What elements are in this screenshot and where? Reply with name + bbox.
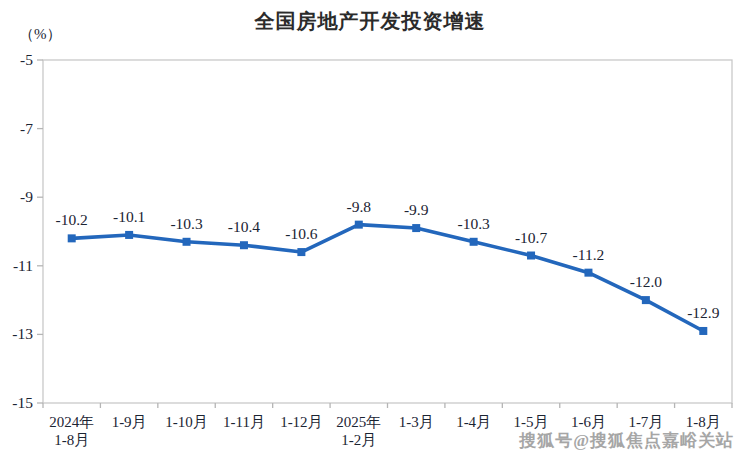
data-point-label: -10.6 <box>285 225 318 242</box>
x-axis-category-label: 2025年1-2月 <box>336 414 381 448</box>
x-axis-category-label: 2024年1-8月 <box>49 414 94 448</box>
x-axis-category-label: 1-11月 <box>223 414 265 430</box>
x-axis-category-label: 1-12月 <box>280 414 323 430</box>
data-point-marker <box>699 327 707 335</box>
data-point-label: -9.9 <box>404 201 429 218</box>
data-point-marker <box>642 296 650 304</box>
data-point-marker <box>355 221 363 229</box>
data-point-marker <box>125 231 133 239</box>
x-axis-category-label: 1-8月 <box>686 414 721 430</box>
x-axis-category-label: 1-3月 <box>399 414 434 430</box>
y-axis-tick-label: -5 <box>20 51 33 68</box>
x-axis-category-label: 1-6月 <box>571 414 606 430</box>
watermark-text: 搜狐号@搜狐焦点嘉峪关站 <box>519 429 734 452</box>
data-point-marker <box>527 252 535 260</box>
data-point-marker <box>470 238 478 246</box>
data-point-label: -12.0 <box>630 273 663 290</box>
chart-page: 全国房地产开发投资增速 （%） -5-7-9-11-13-152024年1-8月… <box>0 0 740 455</box>
data-point-marker <box>297 248 305 256</box>
data-point-label: -10.7 <box>515 229 548 246</box>
x-axis-category-label: 1-9月 <box>112 414 147 430</box>
data-point-marker <box>412 224 420 232</box>
data-point-marker <box>584 269 592 277</box>
data-point-marker <box>240 241 248 249</box>
data-point-label: -10.3 <box>170 215 203 232</box>
y-axis-tick-label: -7 <box>20 120 33 137</box>
plot-border <box>43 60 732 403</box>
data-point-label: -10.4 <box>228 218 261 235</box>
data-point-label: -9.8 <box>347 198 372 215</box>
x-axis-category-label: 1-7月 <box>628 414 663 430</box>
y-axis-tick-label: -9 <box>20 188 33 205</box>
series-line <box>72 225 704 331</box>
data-point-label: -11.2 <box>573 246 605 263</box>
x-axis-category-label: 1-5月 <box>514 414 549 430</box>
data-point-marker <box>68 234 76 242</box>
y-axis-tick-label: -13 <box>12 325 33 342</box>
data-point-label: -10.1 <box>113 208 145 225</box>
y-axis-tick-label: -15 <box>12 394 33 411</box>
chart-svg: -5 -7 -9 -11 -13 -15 2024年1-8月 1-9月 1-10月 1-11月 1-… <box>0 0 740 455</box>
data-point-label: -10.2 <box>56 211 88 228</box>
data-point-label: -12.9 <box>687 304 720 321</box>
data-point-marker <box>183 238 191 246</box>
x-axis-category-label: 1-4月 <box>456 414 491 430</box>
x-axis-category-label: 1-10月 <box>165 414 208 430</box>
data-point-label: -10.3 <box>457 215 490 232</box>
y-axis-tick-label: -11 <box>13 257 33 274</box>
